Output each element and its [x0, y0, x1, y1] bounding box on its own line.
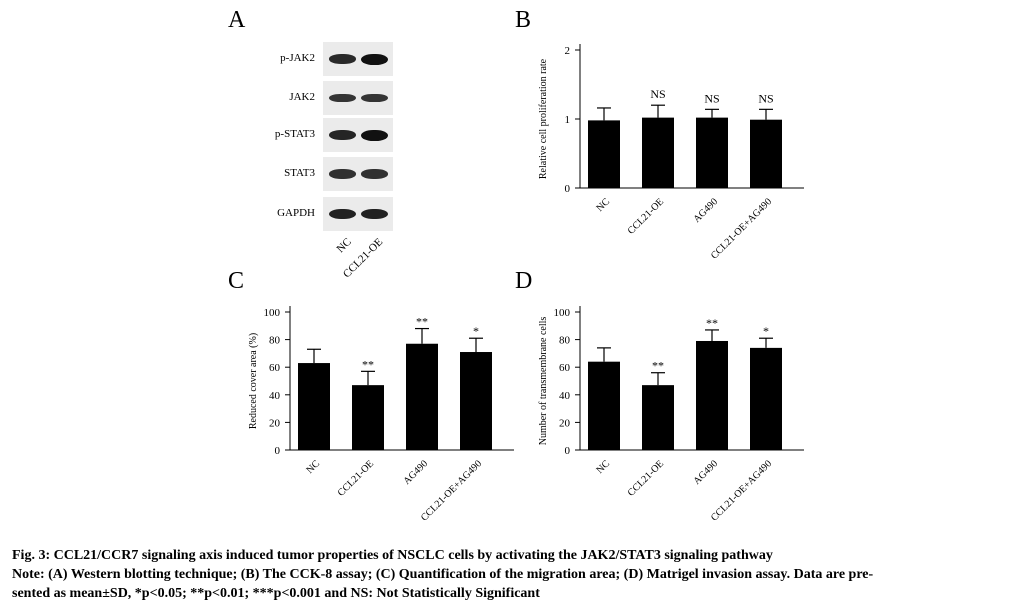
- y-tick-label: 20: [269, 417, 281, 429]
- blot-band: [361, 208, 388, 220]
- y-tick-label: 1: [565, 114, 571, 126]
- y-tick-label: 0: [275, 445, 281, 457]
- y-tick-label: 100: [264, 307, 281, 319]
- blot-row-label: JAK2: [289, 91, 315, 103]
- significance-label: **: [652, 359, 664, 373]
- x-tick-label: CCL21-OE+AG490: [419, 458, 484, 523]
- bar: [642, 385, 674, 450]
- y-tick-label: 40: [269, 390, 281, 402]
- y-axis-label: Relative cell proliferation rate: [538, 58, 549, 179]
- significance-label: *: [763, 324, 769, 338]
- y-tick-label: 20: [559, 417, 571, 429]
- blot-band: [361, 93, 388, 103]
- y-axis-label: Number of transmembrane cells: [538, 317, 549, 446]
- y-tick-label: 40: [559, 390, 571, 402]
- bar: [460, 352, 492, 450]
- blot-row-label: STAT3: [284, 167, 315, 179]
- y-tick-label: 80: [559, 335, 571, 347]
- significance-label: NS: [758, 91, 773, 105]
- x-tick-label: CCL21-OE+AG490: [709, 196, 774, 261]
- significance-label: **: [362, 357, 374, 371]
- panel-letter-c: C: [228, 268, 245, 294]
- bar: [406, 343, 438, 450]
- blot-band: [329, 169, 356, 179]
- bar: [352, 385, 384, 450]
- bar: [696, 117, 728, 188]
- panel-letter-b: B: [515, 7, 532, 33]
- bar: [642, 117, 674, 188]
- blot-row-label: p-JAK2: [280, 52, 315, 64]
- chart-b: 0 1 2 Relative cell proliferation rate NC NS C…: [538, 44, 804, 262]
- significance-label: *: [473, 324, 479, 338]
- bar: [588, 120, 620, 188]
- chart-d: 0 20 40 60 80 100 Number of transmembrane cell…: [538, 306, 804, 524]
- caption-note-line1: Note: (A) Western blotting technique; (B…: [12, 567, 874, 582]
- x-tick-label: NC: [595, 196, 613, 214]
- significance-label: **: [416, 315, 428, 329]
- x-tick-label: NC: [595, 458, 613, 476]
- y-tick-label: 60: [559, 362, 571, 374]
- blot-band: [329, 130, 356, 140]
- bar: [298, 363, 330, 450]
- blot-band: [361, 169, 388, 179]
- blot-lane-label: NC: [334, 236, 354, 256]
- x-tick-label: CCL21-OE+AG490: [709, 458, 774, 523]
- x-tick-label: AG490: [402, 458, 431, 487]
- x-tick-label: AG490: [692, 458, 721, 487]
- x-tick-label: CCL21-OE: [626, 196, 666, 236]
- significance-label: **: [706, 316, 718, 330]
- blot-band: [329, 208, 356, 220]
- chart-c: 0 20 40 60 80 100 Reduced cover area (%) NC ** CC…: [248, 306, 514, 524]
- blot-row-label: GAPDH: [277, 207, 315, 219]
- blot-band: [329, 93, 356, 103]
- x-tick-label: CCL21-OE: [626, 458, 666, 498]
- bar: [696, 340, 728, 450]
- x-tick-label: CCL21-OE: [336, 458, 376, 498]
- caption-note-line2: sented as mean±SD, *p<0.05; **p<0.01; **…: [12, 586, 540, 601]
- figure-caption: Fig. 3: CCL21/CCR7 signaling axis induce…: [12, 546, 1027, 603]
- blot-band: [361, 53, 388, 65]
- bar: [750, 119, 782, 188]
- panel-letter-d: D: [515, 268, 533, 294]
- panel-letter-a: A: [228, 7, 246, 33]
- bar: [588, 361, 620, 450]
- blot-band: [361, 129, 388, 141]
- blot-row-label: p-STAT3: [274, 128, 315, 140]
- significance-label: NS: [650, 87, 665, 101]
- y-tick-label: 100: [554, 307, 571, 319]
- y-tick-label: 2: [565, 45, 571, 57]
- y-tick-label: 0: [565, 445, 571, 457]
- y-tick-label: 80: [269, 335, 281, 347]
- x-tick-label: AG490: [692, 196, 721, 225]
- caption-title: Fig. 3: CCL21/CCR7 signaling axis induce…: [12, 548, 773, 563]
- x-tick-label: NC: [305, 458, 323, 476]
- y-axis-label: Reduced cover area (%): [248, 333, 259, 429]
- y-tick-label: 0: [565, 183, 571, 195]
- significance-label: NS: [704, 91, 719, 105]
- y-tick-label: 60: [269, 362, 281, 374]
- bar: [750, 347, 782, 450]
- blot-band: [329, 54, 356, 64]
